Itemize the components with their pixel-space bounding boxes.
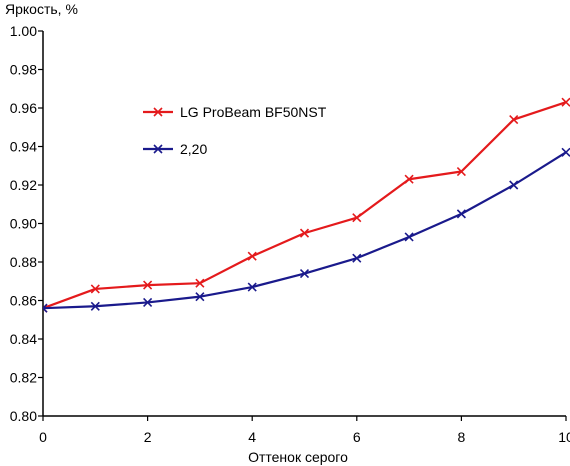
chart-axes [42, 31, 566, 417]
x-axis-ticks: 0 2 4 6 8 10 [39, 416, 570, 445]
data-point [509, 114, 519, 125]
series-layer [43, 97, 570, 313]
data-point [299, 268, 310, 279]
y-tick-label: 0.94 [10, 139, 37, 155]
y-tick-label: 0.96 [10, 100, 37, 116]
legend: LG ProBeam BF50NST 2,20 [143, 104, 327, 157]
series-line [43, 151, 567, 310]
data-point [561, 147, 570, 157]
series-2 [43, 147, 570, 313]
y-tick-label: 0.86 [10, 293, 37, 309]
x-tick-label: 8 [458, 429, 466, 445]
series-line [43, 101, 567, 310]
y-axis-ticks: 0.80 0.82 0.84 0.86 0.88 0.90 0.92 0.94 0.96 0.98… [10, 23, 43, 424]
x-axis-title: Оттенок серого [248, 449, 348, 465]
data-point [90, 284, 100, 294]
data-point [404, 232, 414, 242]
legend-marker [153, 107, 163, 117]
legend-item: 2,20 [143, 141, 207, 157]
legend-label: LG ProBeam BF50NST [180, 104, 327, 120]
x-tick-label: 2 [144, 429, 152, 445]
x-tick-label: 6 [353, 429, 361, 445]
x-tick-label: 0 [39, 429, 47, 445]
data-point [143, 297, 153, 307]
y-axis-title: Яркость, % [5, 1, 78, 17]
data-point [299, 228, 310, 238]
data-point [404, 174, 414, 184]
y-tick-label: 1.00 [10, 23, 37, 39]
data-point [247, 251, 257, 261]
y-tick-label: 0.90 [10, 216, 37, 232]
legend-marker [153, 144, 163, 154]
y-tick-label: 0.80 [10, 408, 37, 424]
data-point [90, 301, 100, 311]
x-tick-label: 4 [248, 429, 256, 445]
data-point [43, 303, 48, 313]
y-tick-label: 0.84 [10, 331, 37, 347]
data-point [352, 253, 362, 263]
x-tick-label: 10 [558, 429, 570, 445]
data-point [195, 292, 205, 302]
y-tick-label: 0.92 [10, 177, 37, 193]
data-point [143, 280, 153, 290]
data-point [509, 180, 519, 190]
data-point [352, 213, 362, 223]
series-1 [43, 97, 570, 313]
data-point [456, 166, 466, 177]
legend-label: 2,20 [180, 141, 207, 157]
y-tick-label: 0.88 [10, 254, 37, 270]
data-point [247, 282, 257, 292]
y-tick-label: 0.98 [10, 62, 37, 78]
y-tick-label: 0.82 [10, 370, 37, 386]
data-point [456, 209, 466, 219]
data-point [195, 278, 205, 288]
data-point [561, 97, 570, 107]
legend-item: LG ProBeam BF50NST [143, 104, 327, 120]
